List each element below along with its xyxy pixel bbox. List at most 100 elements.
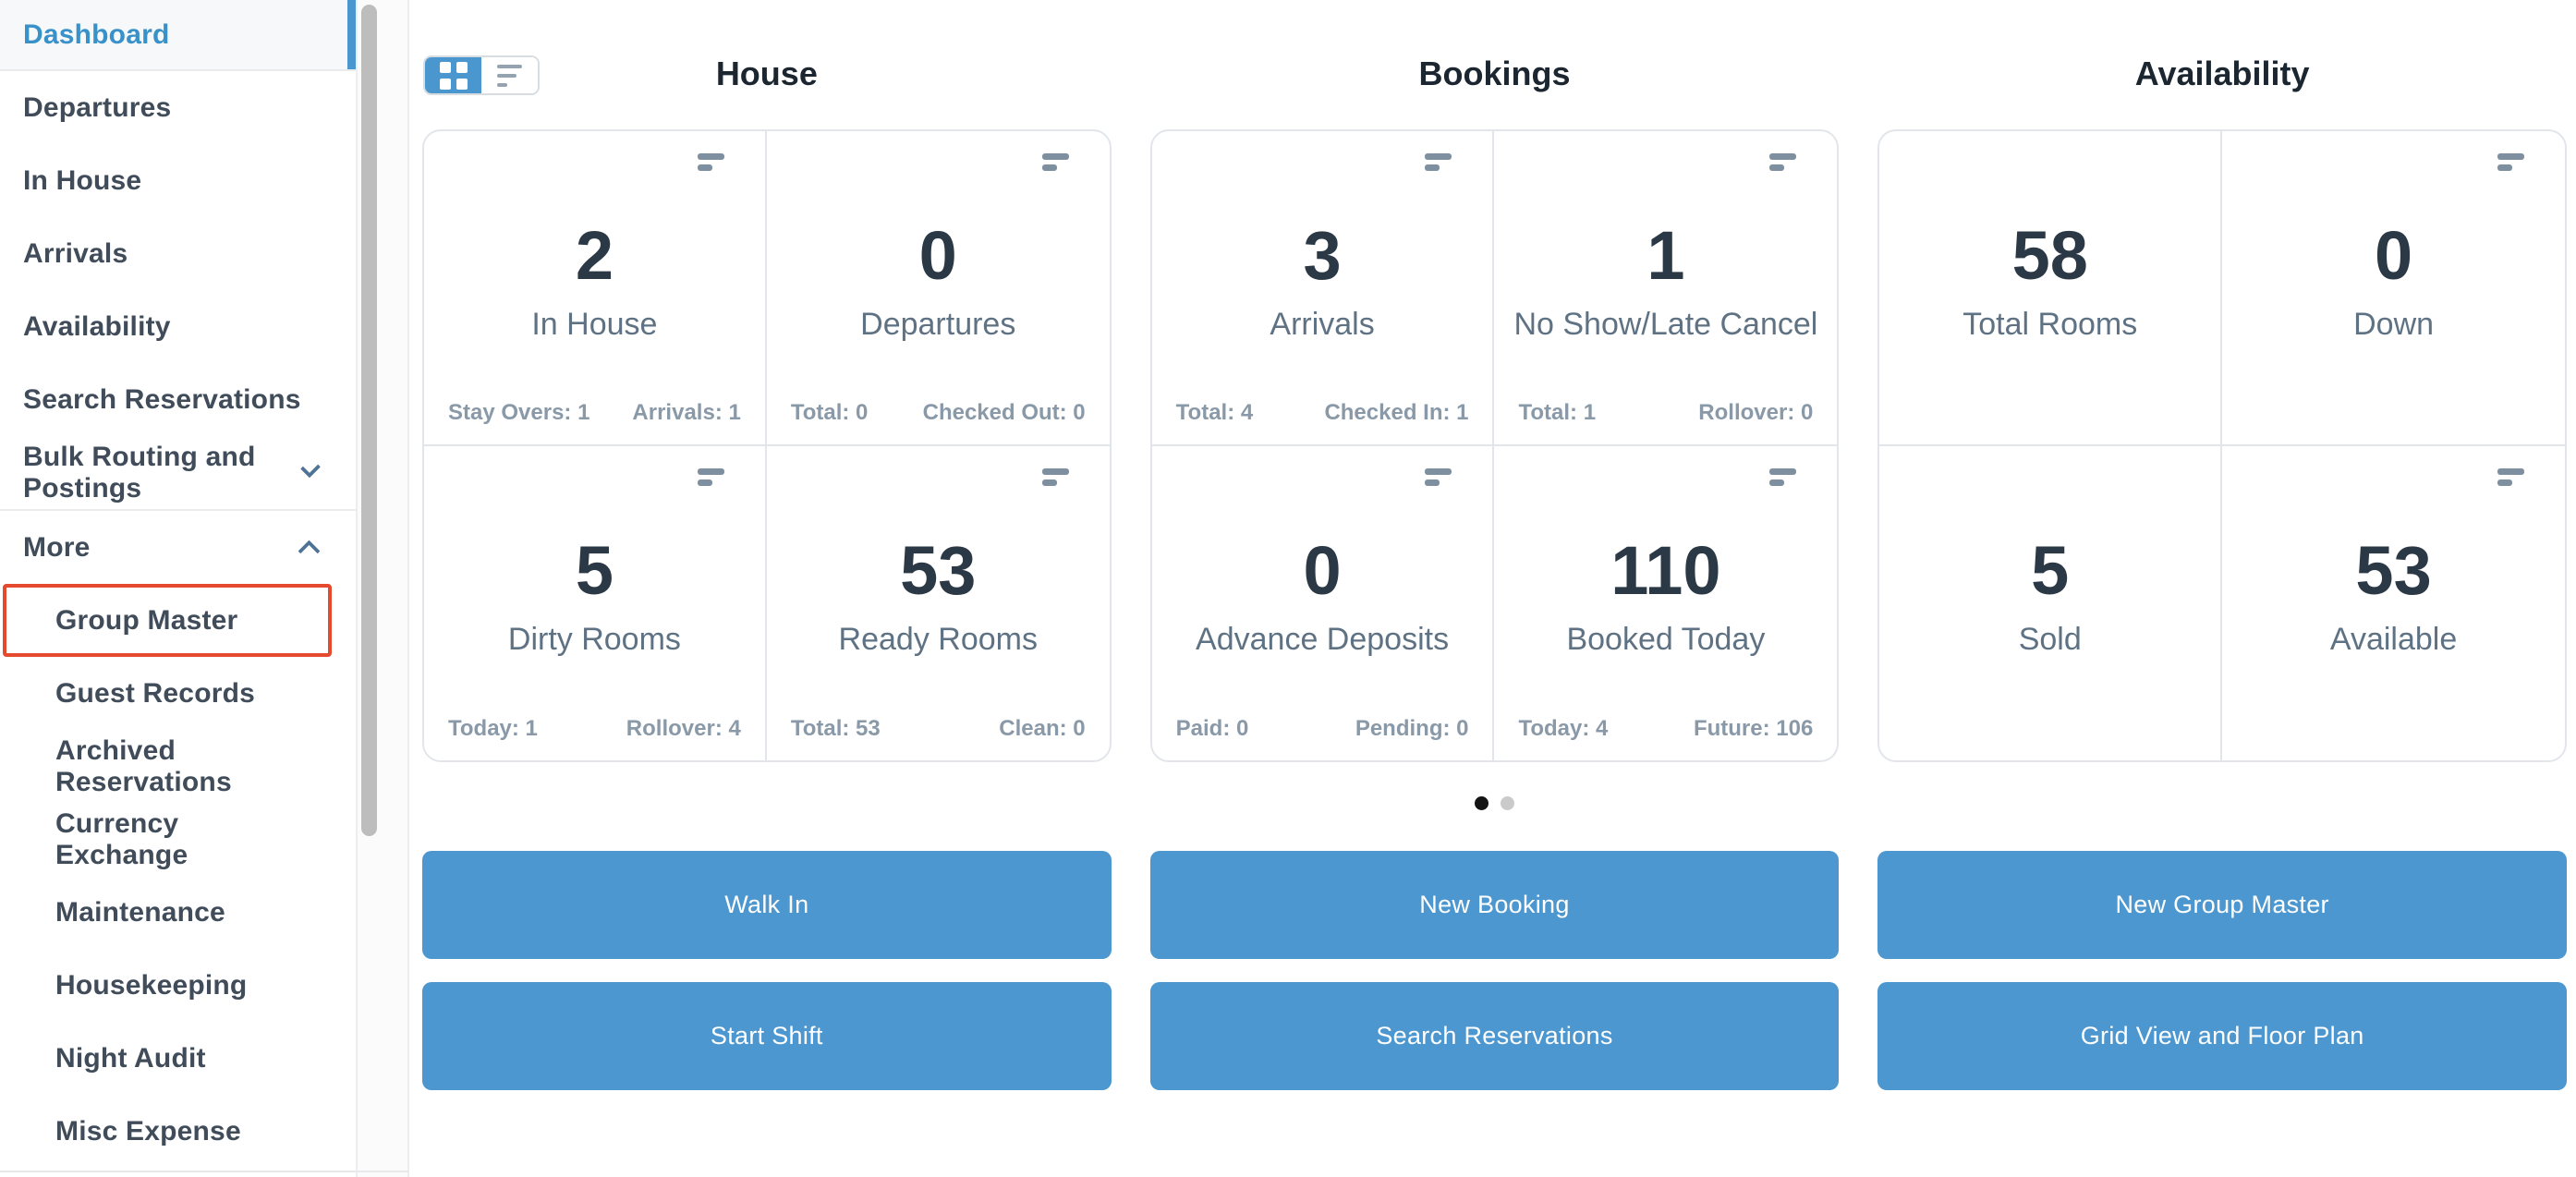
sidebar-item-in-house[interactable]: In House (0, 144, 356, 217)
stat-footer-right: Clean: 0 (999, 716, 1086, 741)
stat-label: Available (2329, 621, 2458, 657)
tile-menu-icon[interactable] (1041, 467, 1069, 486)
sidebar-item-label: Maintenance (55, 896, 225, 928)
grid-view-button[interactable] (425, 57, 481, 93)
new-group-master-button[interactable]: New Group Master (1877, 851, 2567, 959)
stat-tile-departures[interactable]: 0 Departures Total: 0 Checked Out: 0 (766, 131, 1110, 446)
stat-label: In House (531, 307, 658, 342)
stat-footer: Stay Overs: 1 Arrivals: 1 (448, 400, 741, 426)
stat-label: Departures (860, 307, 1016, 342)
list-view-button[interactable] (481, 57, 538, 93)
sidebar-item-label: Guest Records (55, 677, 255, 709)
sidebar-scrollbar-track[interactable] (356, 0, 409, 1177)
sidebar-item-misc-expense[interactable]: Misc Expense (0, 1095, 356, 1168)
sidebar-item-departures[interactable]: Departures (0, 71, 356, 144)
stat-label: Dirty Rooms (507, 621, 681, 657)
sidebar-scrollbar-thumb[interactable] (361, 5, 377, 836)
tile-menu-icon[interactable] (697, 467, 724, 486)
pagination-dot-2[interactable] (1501, 796, 1514, 810)
stat-tile-no-show-late-cancel[interactable]: 1 No Show/Late Cancel Total: 1 Rollover:… (1494, 131, 1838, 446)
stat-footer-left: Total: 4 (1175, 399, 1254, 425)
sidebar-item-group-master[interactable]: Group Master (3, 584, 332, 657)
stat-value: 1 (1646, 217, 1685, 294)
sidebar-item-maintenance[interactable]: Maintenance (0, 876, 356, 949)
walk-in-button[interactable]: Walk In (422, 851, 1112, 959)
stat-groups: 2 In House Stay Overs: 1 Arrivals: 1 0 D… (422, 129, 2567, 762)
stat-footer: Total: 0 Checked Out: 0 (791, 400, 1086, 426)
stat-tile-dirty-rooms[interactable]: 5 Dirty Rooms Today: 1 Rollover: 4 (424, 445, 767, 760)
carousel-pagination (422, 796, 2567, 810)
stat-tile-ready-rooms[interactable]: 53 Ready Rooms Total: 53 Clean: 0 (767, 446, 1110, 761)
stat-tile-booked-today[interactable]: 110 Booked Today Today: 4 Future: 106 (1494, 446, 1837, 761)
stat-footer: Total: 53 Clean: 0 (791, 716, 1086, 742)
sidebar-item-more[interactable]: More (0, 511, 356, 584)
stat-tile-total-rooms[interactable]: 58 Total Rooms (1879, 131, 2223, 446)
stat-label: Booked Today (1566, 621, 1766, 657)
stat-footer-right: Arrivals: 1 (632, 399, 741, 425)
stat-footer: Today: 1 Rollover: 4 (448, 716, 741, 742)
tile-menu-icon[interactable] (1425, 467, 1452, 486)
stat-label: Ready Rooms (838, 621, 1038, 657)
stat-label: Advance Deposits (1196, 621, 1450, 657)
stat-tile-available[interactable]: 53 Available (2222, 446, 2565, 761)
tile-menu-icon[interactable] (1769, 467, 1797, 486)
sidebar-item-availability[interactable]: Availability (0, 290, 356, 363)
column-title-house: House (715, 55, 818, 92)
sidebar-item-dashboard[interactable]: Dashboard (0, 0, 356, 69)
stat-value: 3 (1303, 217, 1342, 294)
stat-label: No Show/Late Cancel (1513, 307, 1818, 342)
tile-menu-icon[interactable] (1041, 153, 1069, 171)
stat-value: 5 (2031, 531, 2070, 609)
new-booking-button[interactable]: New Booking (1149, 851, 1840, 959)
list-view-icon (497, 64, 522, 87)
stat-tile-arrivals[interactable]: 3 Arrivals Total: 4 Checked In: 1 (1151, 131, 1495, 446)
stat-footer-left: Stay Overs: 1 (448, 399, 590, 425)
tile-menu-icon[interactable] (2497, 153, 2524, 171)
stat-footer-right: Rollover: 4 (626, 716, 741, 741)
grid-view-floor-plan-button[interactable]: Grid View and Floor Plan (1877, 982, 2567, 1090)
search-reservations-button[interactable]: Search Reservations (1149, 982, 1840, 1090)
stat-tile-down[interactable]: 0 Down (2222, 131, 2565, 446)
pagination-dot-1[interactable] (1475, 796, 1488, 810)
stat-value: 58 (2011, 217, 2088, 294)
sidebar-nav: Dashboard Departures In House Arrivals A… (0, 0, 356, 1177)
stat-value: 2 (575, 217, 614, 294)
sidebar-item-arrivals[interactable]: Arrivals (0, 217, 356, 290)
stat-footer-right: Future: 106 (1693, 716, 1814, 741)
tile-menu-icon[interactable] (1425, 153, 1452, 171)
stat-footer: Today: 4 Future: 106 (1518, 716, 1813, 742)
column-headers: House Bookings Availability (422, 52, 2567, 96)
stat-label: Sold (2018, 621, 2082, 657)
sidebar-item-housekeeping[interactable]: Housekeeping (0, 949, 356, 1022)
stat-tile-advance-deposits[interactable]: 0 Advance Deposits Paid: 0 Pending: 0 (1152, 445, 1495, 760)
sidebar-item-guest-records[interactable]: Guest Records (0, 657, 356, 730)
stat-footer: Total: 4 Checked In: 1 (1176, 400, 1469, 426)
stat-tile-in-house[interactable]: 2 In House Stay Overs: 1 Arrivals: 1 (424, 131, 767, 446)
stat-footer-left: Total: 0 (790, 399, 869, 425)
sidebar-item-night-audit[interactable]: Night Audit (0, 1022, 356, 1095)
sidebar-item-currency-exchange[interactable]: Currency Exchange (0, 803, 356, 876)
sidebar-item-label: Misc Expense (55, 1115, 241, 1147)
sidebar-item-archived-reservations[interactable]: Archived Reservations (0, 730, 356, 803)
stat-value: 53 (900, 531, 977, 609)
tile-menu-icon[interactable] (1769, 153, 1797, 171)
stat-footer-left: Total: 53 (790, 716, 881, 741)
stat-footer-right: Rollover: 0 (1698, 399, 1814, 425)
tile-menu-icon[interactable] (697, 153, 724, 171)
stat-value: 5 (575, 531, 614, 609)
sidebar-item-label: More (23, 531, 91, 563)
tile-menu-icon[interactable] (2497, 467, 2524, 486)
sidebar-item-label: Housekeeping (55, 969, 248, 1001)
sidebar-item-label: Currency Exchange (55, 807, 188, 870)
sidebar-item-bulk-routing-and-postings[interactable]: Bulk Routing and Postings (0, 436, 356, 509)
stat-label: Arrivals (1270, 307, 1375, 342)
sidebar-item-label: Group Master (55, 604, 238, 636)
sidebar-item-label: Bulk Routing and Postings (23, 441, 256, 504)
stat-footer-left: Total: 1 (1518, 399, 1597, 425)
sidebar-item-label: Night Audit (55, 1042, 206, 1074)
sidebar-item-label: Departures (23, 91, 172, 123)
sidebar-item-label: Search Reservations (23, 383, 301, 415)
start-shift-button[interactable]: Start Shift (422, 982, 1112, 1090)
sidebar-item-search-reservations[interactable]: Search Reservations (0, 363, 356, 436)
stat-tile-sold[interactable]: 5 Sold (1879, 445, 2223, 760)
